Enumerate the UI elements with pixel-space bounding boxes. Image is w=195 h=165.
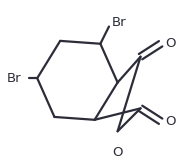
Text: O: O bbox=[165, 37, 176, 50]
Text: O: O bbox=[112, 146, 123, 159]
Text: O: O bbox=[165, 115, 176, 128]
Text: Br: Br bbox=[7, 72, 21, 85]
Text: Br: Br bbox=[112, 16, 127, 29]
